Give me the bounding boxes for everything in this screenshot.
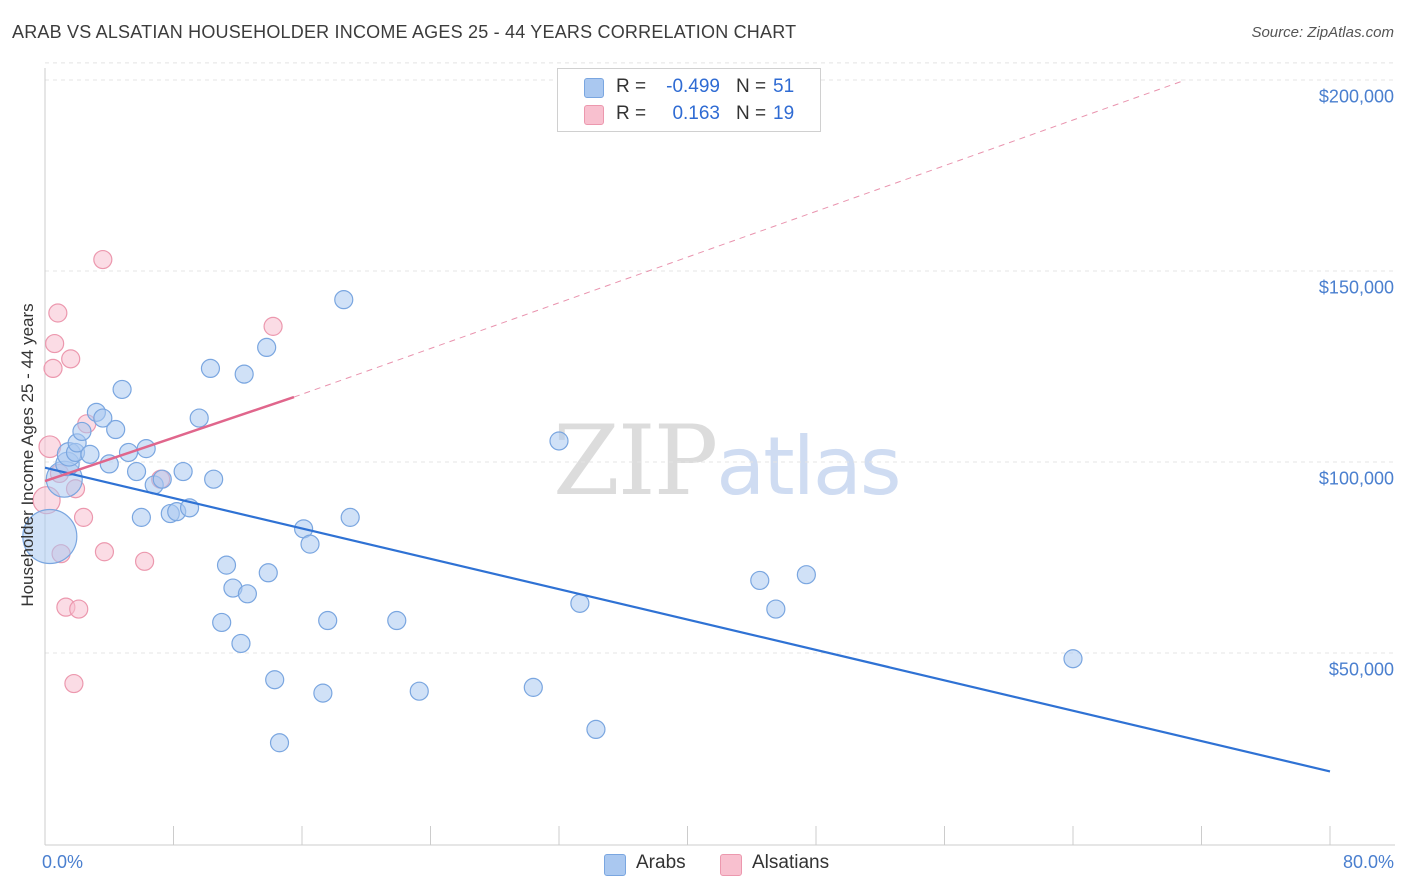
legend-r-label: R = bbox=[616, 76, 647, 97]
legend-row-arabs: R = -0.499 N = 51 bbox=[558, 74, 820, 100]
arabs-point bbox=[231, 633, 251, 654]
y-tick-label-50000: $50,000 bbox=[1328, 659, 1394, 680]
alsatians-point bbox=[64, 673, 84, 694]
legend-n-value-arabs: 51 bbox=[773, 76, 795, 97]
arabs-point bbox=[200, 358, 221, 379]
watermark-zip: ZIP bbox=[553, 405, 718, 517]
arabs-point bbox=[258, 563, 278, 583]
arabs-point bbox=[750, 570, 770, 591]
arabs-point bbox=[257, 337, 277, 357]
alsatians-point bbox=[263, 316, 283, 336]
arabs-point bbox=[269, 733, 290, 753]
alsatians-point bbox=[69, 599, 89, 619]
alsatians-point bbox=[45, 333, 65, 354]
arabs-point bbox=[570, 593, 590, 613]
arabs-point bbox=[216, 555, 237, 575]
y-axis-label: Householder Income Ages 25 - 44 years bbox=[18, 303, 37, 607]
arabs-point bbox=[80, 444, 100, 464]
arabs-point bbox=[72, 421, 92, 442]
legend-swatch-alsatians bbox=[584, 105, 604, 125]
bottom-legend-swatch-arabs bbox=[604, 854, 626, 876]
alsatians-trend-extension bbox=[293, 79, 1186, 398]
arabs-point bbox=[204, 469, 224, 489]
correlation-legend: R = -0.499 N = 51 R = 0.163 N = 19 bbox=[557, 68, 821, 132]
x-tick-label-max: 80.0% bbox=[1342, 852, 1394, 872]
arabs-point bbox=[189, 408, 209, 428]
alsatians-point bbox=[61, 349, 81, 369]
watermark-atlas: atlas bbox=[716, 420, 901, 513]
legend-r-value-alsatians: 0.163 bbox=[672, 103, 720, 124]
arabs-point bbox=[409, 681, 429, 701]
alsatians-trend-line bbox=[44, 395, 295, 483]
bottom-legend-label-arabs: Arabs bbox=[636, 852, 686, 873]
x-tick-label-min: 0.0% bbox=[42, 852, 84, 872]
arabs-point bbox=[265, 670, 285, 690]
alsatians-point bbox=[134, 551, 155, 571]
y-tick-label-200000: $200,000 bbox=[1318, 86, 1394, 107]
y-tick-label-100000: $100,000 bbox=[1318, 468, 1394, 489]
bottom-legend-label-alsatians: Alsatians bbox=[752, 852, 830, 873]
arabs-point bbox=[586, 719, 606, 740]
arabs-point bbox=[234, 364, 254, 384]
legend-swatch-arabs bbox=[584, 78, 604, 98]
legend-r-value-arabs: -0.499 bbox=[666, 76, 720, 97]
arabs-point bbox=[1063, 649, 1083, 669]
arabs-point bbox=[334, 290, 354, 310]
arabs-point bbox=[523, 677, 543, 697]
source-label: Source: ZipAtlas.com bbox=[1251, 24, 1394, 41]
arabs-point bbox=[212, 612, 232, 633]
arabs-point bbox=[340, 507, 360, 527]
bottom-legend-swatch-alsatians bbox=[720, 854, 742, 876]
arabs-point bbox=[387, 610, 407, 631]
arabs-point bbox=[93, 408, 113, 428]
legend-n-label: N = bbox=[736, 76, 767, 97]
alsatians-point bbox=[48, 303, 68, 323]
watermark: ZIPatlas bbox=[553, 405, 902, 517]
arabs-point bbox=[126, 461, 147, 482]
arabs-point bbox=[313, 683, 333, 703]
arabs-point bbox=[300, 534, 320, 554]
arabs-point bbox=[152, 469, 172, 489]
arabs-point bbox=[131, 507, 151, 527]
alsatians-point bbox=[43, 358, 63, 379]
arabs-point bbox=[766, 599, 786, 619]
alsatians-point bbox=[94, 542, 115, 562]
alsatians-point bbox=[73, 507, 94, 527]
arabs-trend-line bbox=[44, 466, 1331, 773]
arabs-point bbox=[112, 379, 132, 400]
arabs-point bbox=[106, 419, 126, 440]
legend-row-alsatians: R = 0.163 N = 19 bbox=[558, 101, 820, 127]
arabs-point bbox=[173, 461, 193, 482]
y-tick-label-150000: $150,000 bbox=[1318, 277, 1394, 298]
chart-title: ARAB VS ALSATIAN HOUSEHOLDER INCOME AGES… bbox=[12, 22, 797, 42]
arabs-point bbox=[549, 431, 569, 451]
alsatians-point bbox=[93, 249, 113, 270]
arabs-point bbox=[796, 565, 816, 585]
legend-r-label: R = bbox=[616, 103, 647, 124]
arabs-point bbox=[22, 508, 78, 565]
legend-n-value-alsatians: 19 bbox=[773, 103, 795, 124]
arabs-point bbox=[318, 610, 338, 631]
legend-n-label: N = bbox=[736, 103, 767, 124]
arabs-point bbox=[237, 584, 257, 604]
arabs-point bbox=[99, 454, 119, 474]
